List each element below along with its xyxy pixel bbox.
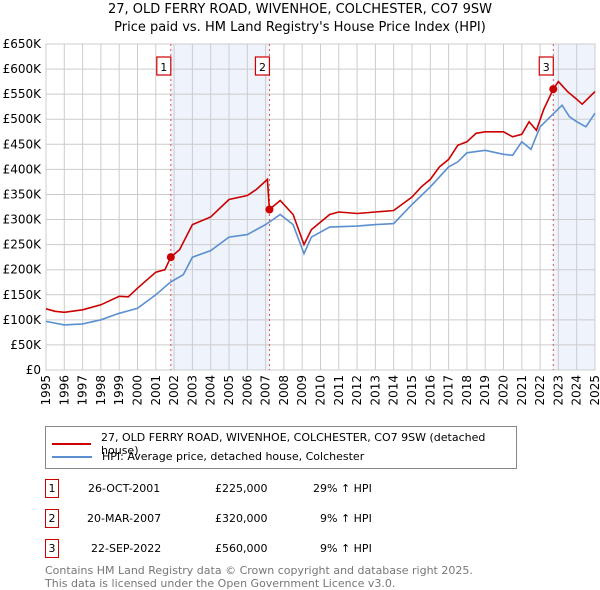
legend-swatch-property [52,443,92,445]
x-tick-label: 2019 [478,375,492,406]
x-tick-label: 2007 [259,375,273,406]
x-tick-label: 1997 [76,375,90,406]
sale-price: £560,000 [215,542,268,555]
legend-label-property: 27, OLD FERRY ROAD, WIVENHOE, COLCHESTER… [101,431,486,457]
x-tick-label: 1995 [39,375,53,406]
plot-border [45,43,596,371]
sale-hpi: 29% ↑ HPI [313,482,372,495]
sale-row: 2 20-MAR-2007 £320,000 9% ↑ HPI [45,509,445,529]
x-tick-label: 2001 [149,375,163,406]
x-tick-label: 2002 [167,375,181,406]
sale-marker: 1 [45,479,59,498]
sale-marker-label: 2 [259,61,266,74]
x-tick-label: 2016 [423,375,437,406]
footer-line-1: Contains HM Land Registry data © Crown c… [45,564,473,577]
y-tick-label: £350K [3,187,43,201]
series-line [45,80,596,314]
x-tick-label: 2004 [204,375,218,406]
y-tick-label: £450K [3,137,43,151]
x-tick-label: 2013 [368,375,382,406]
y-tick-label: £50K [10,338,42,352]
sale-price: £320,000 [215,512,268,525]
chart-title: 27, OLD FERRY ROAD, WIVENHOE, COLCHESTER… [107,2,493,17]
x-tick-label: 2025 [588,375,600,406]
sale-row: 1 26-OCT-2001 £225,000 29% ↑ HPI [45,479,445,499]
sale-marker-box [254,56,271,76]
sale-marker-label: 3 [543,61,550,74]
x-tick-label: 1999 [112,375,126,406]
sale-date: 20-MAR-2007 [87,512,162,525]
x-tick-label: 1998 [94,375,108,406]
y-tick-label: £600K [3,62,43,76]
y-tick-label: £500K [3,112,43,126]
x-tick-label: 2000 [131,375,145,406]
sale-marker: 3 [45,539,59,558]
y-tick-label: £400K [3,162,43,176]
sale-hpi: 9% ↑ HPI [320,512,372,525]
y-tick-label: £250K [3,238,43,252]
series-line [45,103,596,326]
x-tick-label: 2020 [497,375,511,406]
x-tick-label: 2006 [240,375,254,406]
sale-point [166,253,175,262]
x-tick-label: 2011 [332,375,346,406]
x-tick-label: 2021 [515,375,529,406]
x-tick-label: 2018 [460,375,474,406]
y-tick-label: £550K [3,87,43,101]
x-tick-label: 2023 [551,375,565,406]
chart-subtitle: Price paid vs. HM Land Registry's House … [114,20,486,35]
sale-point [265,205,274,214]
sale-row: 3 22-SEP-2022 £560,000 9% ↑ HPI [45,539,445,559]
x-tick-label: 2008 [277,375,291,406]
y-tick-label: £150K [3,288,43,302]
sale-date: 26-OCT-2001 [88,482,161,495]
sale-date: 22-SEP-2022 [91,542,162,555]
legend-swatch-hpi [52,455,92,458]
sale-marker-box [538,56,554,76]
sale-marker: 2 [45,509,59,528]
sale-price: £225,000 [215,482,268,495]
sale-marker-label: 1 [160,61,167,74]
x-tick-label: 2009 [295,375,309,406]
sale-marker-box [156,56,172,76]
y-tick-label: £650K [3,37,43,51]
plot-area: £0 £50K £100K £150K £200K £250K £300K £350K £400… [3,37,600,406]
x-tick-label: 2010 [314,375,328,406]
legend-label-hpi: HPI: Average price, detached house, Colc… [102,450,365,463]
x-tick-label: 2017 [442,375,456,406]
x-tick-label: 2015 [405,375,419,406]
x-tick-label: 2012 [350,375,364,406]
x-tick-label: 2022 [533,375,547,406]
y-tick-label: £100K [3,313,43,327]
footer: Contains HM Land Registry data © Crown c… [45,564,473,590]
legend: 27, OLD FERRY ROAD, WIVENHOE, COLCHESTER… [45,426,517,469]
sale-point [549,85,558,94]
shaded-region [553,44,595,370]
footer-line-2: This data is licensed under the Open Gov… [45,577,396,590]
y-tick-label: £200K [3,263,43,277]
y-tick-label: £0 [26,363,41,377]
sale-hpi: 9% ↑ HPI [320,542,372,555]
x-tick-label: 2024 [570,375,584,406]
x-tick-label: 1996 [57,375,71,406]
y-tick-label: £300K [3,213,43,227]
x-tick-label: 2014 [387,375,401,406]
x-tick-label: 2003 [185,375,199,406]
x-tick-label: 2005 [222,375,236,406]
